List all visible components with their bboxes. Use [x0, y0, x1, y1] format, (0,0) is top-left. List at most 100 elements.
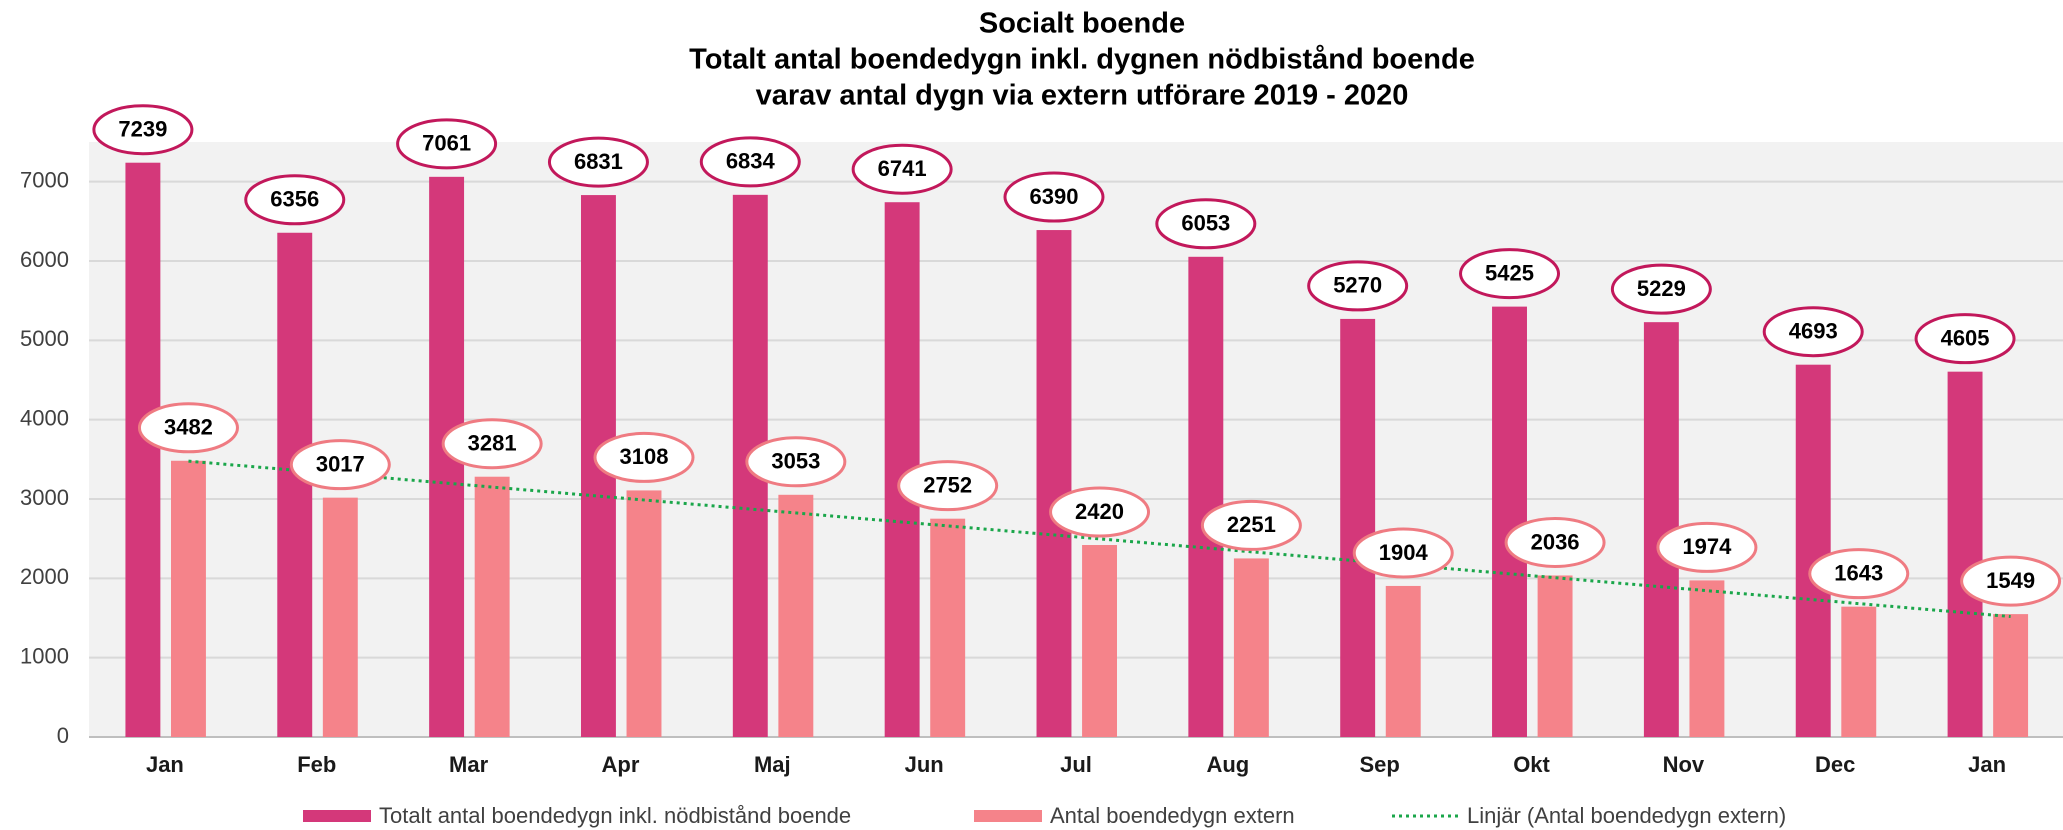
data-label: 3108: [620, 444, 669, 469]
data-label: 4605: [1941, 325, 1990, 350]
data-label: 4693: [1789, 319, 1838, 344]
chart-title: Totalt antal boendedygn inkl. dygnen nöd…: [689, 44, 1475, 76]
x-tick-label: Mar: [449, 752, 489, 777]
data-label-bubble: [244, 174, 346, 226]
data-label: 1974: [1682, 534, 1732, 559]
data-label-bubble: [1459, 248, 1561, 300]
y-tick-label: 3000: [20, 485, 69, 510]
x-tick-label: Nov: [1663, 752, 1705, 777]
data-label-bubble: [1808, 548, 1910, 600]
bar: [1537, 575, 1573, 737]
data-label-bubble: [1656, 521, 1758, 573]
legend-label: Totalt antal boendedygn inkl. nödbistånd…: [379, 803, 851, 828]
legend-label: Antal boendedygn extern: [1050, 803, 1295, 828]
data-label-bubble: [547, 136, 649, 188]
bar: [322, 497, 358, 737]
data-label: 1549: [1986, 568, 2035, 593]
data-label: 5229: [1637, 276, 1686, 301]
data-label-bubble: [1200, 499, 1302, 551]
bar: [1492, 306, 1527, 737]
x-tick-label: Dec: [1815, 752, 1855, 777]
bar: [1841, 606, 1877, 737]
y-tick-label: 6000: [20, 247, 69, 272]
bar: [1340, 318, 1376, 737]
data-label: 7061: [422, 131, 471, 156]
bar: [1082, 545, 1117, 737]
data-label: 1904: [1379, 540, 1429, 565]
data-label-bubble: [1155, 198, 1257, 250]
data-label-bubble: [593, 431, 695, 483]
y-tick-label: 2000: [20, 564, 69, 589]
data-label: 5270: [1333, 273, 1382, 298]
bar: [778, 494, 814, 737]
y-tick-label: 0: [57, 723, 69, 748]
data-label-bubble: [1960, 555, 2062, 607]
data-label-bubble: [851, 143, 953, 195]
x-tick-label: Jan: [146, 752, 184, 777]
data-label-bubble: [1003, 171, 1105, 223]
x-tick-label: Sep: [1360, 752, 1400, 777]
data-label: 1643: [1834, 560, 1883, 585]
data-label-bubble: [441, 418, 543, 470]
bar: [930, 518, 966, 737]
data-label: 2251: [1227, 512, 1276, 537]
data-label: 2420: [1075, 499, 1124, 524]
chart-title: varav antal dygn via extern utförare 201…: [756, 80, 1409, 112]
bar: [277, 232, 313, 738]
bar: [1188, 256, 1224, 737]
data-label-bubble: [745, 436, 847, 488]
data-label-bubble: [1914, 313, 2016, 365]
x-tick-label: Maj: [754, 752, 791, 777]
plot-area: [89, 142, 2063, 737]
x-tick-label: Feb: [297, 752, 336, 777]
y-tick-label: 1000: [20, 643, 69, 668]
bar: [170, 460, 206, 737]
data-label-bubble: [1762, 306, 1864, 358]
data-label-bubble: [699, 136, 801, 188]
data-label: 6834: [726, 149, 776, 174]
bar: [1036, 230, 1072, 737]
data-label-bubble: [1610, 263, 1712, 315]
data-label: 3482: [164, 415, 213, 440]
data-label-bubble: [137, 402, 239, 454]
data-label-bubble: [1504, 516, 1606, 568]
data-label-bubble: [1352, 527, 1454, 579]
data-label: 6053: [1181, 211, 1230, 236]
data-label: 6741: [878, 156, 927, 181]
data-label: 6390: [1030, 184, 1079, 209]
x-tick-label: Apr: [602, 752, 640, 777]
data-label: 2752: [923, 472, 972, 497]
bar: [626, 490, 662, 737]
x-tick-label: Okt: [1513, 752, 1550, 777]
x-tick-label: Jul: [1060, 752, 1092, 777]
bar: [1947, 371, 1983, 737]
y-tick-label: 4000: [20, 405, 69, 430]
bar: [1233, 558, 1269, 737]
bar: [474, 476, 510, 737]
x-tick-label: Aug: [1206, 752, 1249, 777]
data-label-bubble: [897, 460, 999, 512]
y-tick-label: 5000: [20, 326, 69, 351]
data-label-bubble: [92, 104, 194, 156]
data-label: 3281: [468, 431, 517, 456]
bar: [1795, 364, 1831, 737]
data-label: 6356: [270, 187, 319, 212]
data-label: 3017: [316, 451, 365, 476]
data-label-bubble: [1307, 260, 1409, 312]
data-label: 7239: [118, 117, 167, 142]
legend-swatch: [303, 810, 371, 822]
bar: [1385, 585, 1421, 737]
data-label: 3053: [771, 449, 820, 474]
data-label-bubble: [396, 118, 498, 170]
chart-title: Socialt boende: [979, 8, 1185, 40]
bar: [1689, 580, 1725, 737]
data-label: 2036: [1531, 529, 1580, 554]
x-tick-label: Jun: [905, 752, 944, 777]
bar: [1993, 614, 2029, 737]
data-label-bubble: [289, 439, 391, 491]
legend-swatch: [974, 810, 1042, 822]
data-label: 6831: [574, 149, 623, 174]
y-tick-label: 7000: [20, 167, 69, 192]
data-label-bubble: [1049, 486, 1151, 538]
